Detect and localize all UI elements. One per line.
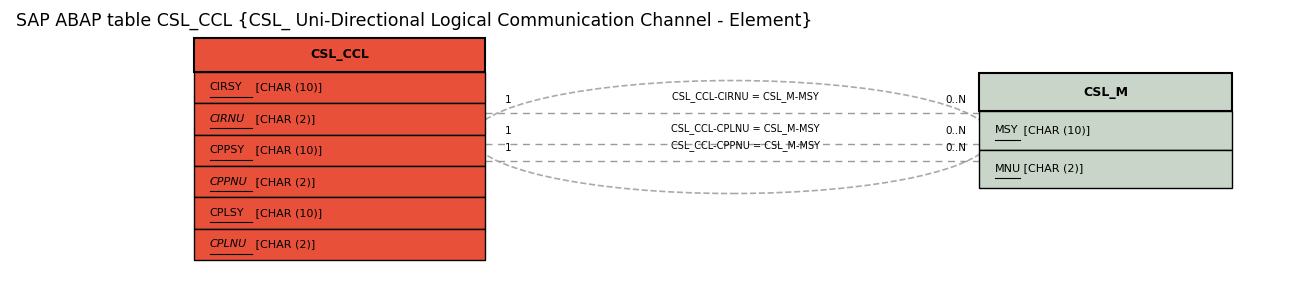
FancyBboxPatch shape <box>195 197 486 229</box>
Text: [CHAR (10)]: [CHAR (10)] <box>252 83 322 92</box>
Text: CIRNU: CIRNU <box>209 114 246 124</box>
Text: MNU: MNU <box>995 164 1021 174</box>
Text: 1: 1 <box>505 143 512 153</box>
FancyBboxPatch shape <box>195 135 486 166</box>
Text: CPPNU: CPPNU <box>209 177 248 187</box>
FancyBboxPatch shape <box>979 111 1231 150</box>
Text: CIRSY: CIRSY <box>209 83 243 92</box>
Text: CSL_M: CSL_M <box>1083 86 1128 99</box>
Text: CSL_CCL-CPLNU = CSL_M-MSY: CSL_CCL-CPLNU = CSL_M-MSY <box>672 123 820 134</box>
Text: SAP ABAP table CSL_CCL {CSL_ Uni-Directional Logical Communication Channel - Ele: SAP ABAP table CSL_CCL {CSL_ Uni-Directi… <box>16 12 812 30</box>
Text: CPLSY: CPLSY <box>209 208 244 218</box>
Text: 0..N: 0..N <box>946 126 966 136</box>
Text: CPPSY: CPPSY <box>209 145 244 155</box>
Text: 1: 1 <box>505 94 512 105</box>
FancyBboxPatch shape <box>195 72 486 103</box>
Text: CPLNU: CPLNU <box>209 239 247 249</box>
FancyBboxPatch shape <box>195 166 486 197</box>
Text: [CHAR (10)]: [CHAR (10)] <box>1020 125 1090 135</box>
Text: CSL_CCL-CPPNU = CSL_M-MSY: CSL_CCL-CPPNU = CSL_M-MSY <box>670 140 820 151</box>
FancyBboxPatch shape <box>195 103 486 135</box>
Text: CSL_CCL-CIRNU = CSL_M-MSY: CSL_CCL-CIRNU = CSL_M-MSY <box>672 91 818 102</box>
Text: [CHAR (10)]: [CHAR (10)] <box>252 208 322 218</box>
Text: 0..N: 0..N <box>946 94 966 105</box>
Text: [CHAR (2)]: [CHAR (2)] <box>252 114 316 124</box>
Text: [CHAR (10)]: [CHAR (10)] <box>252 145 322 155</box>
Text: 1: 1 <box>505 126 512 136</box>
FancyBboxPatch shape <box>195 38 486 72</box>
Text: 0..N: 0..N <box>946 143 966 153</box>
FancyBboxPatch shape <box>979 150 1231 188</box>
Text: CSL_CCL: CSL_CCL <box>310 48 369 61</box>
FancyBboxPatch shape <box>195 229 486 260</box>
Text: MSY: MSY <box>995 125 1018 135</box>
Text: [CHAR (2)]: [CHAR (2)] <box>1020 164 1083 174</box>
Text: [CHAR (2)]: [CHAR (2)] <box>252 239 316 249</box>
Text: [CHAR (2)]: [CHAR (2)] <box>252 177 316 187</box>
FancyBboxPatch shape <box>979 73 1231 111</box>
